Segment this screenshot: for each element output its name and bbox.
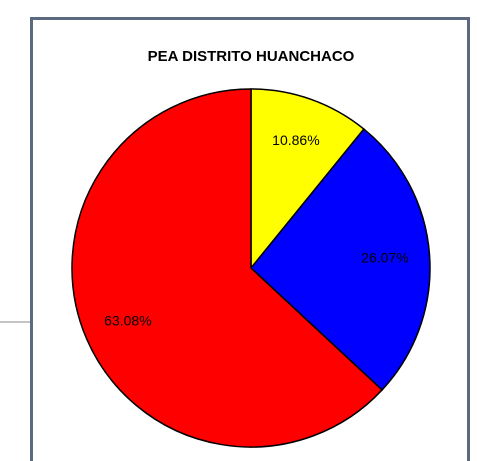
data-label: 26.07% xyxy=(361,249,408,265)
data-label: 63.08% xyxy=(104,312,151,328)
chart-title: PEA DISTRITO HUANCHACO xyxy=(148,48,355,65)
data-label: 10.86% xyxy=(272,132,319,148)
pie-slice xyxy=(250,88,365,271)
pie-slice xyxy=(71,88,384,448)
pie: 10.86% 26.07% 63.08% xyxy=(71,88,431,448)
pie-slice xyxy=(249,128,431,391)
